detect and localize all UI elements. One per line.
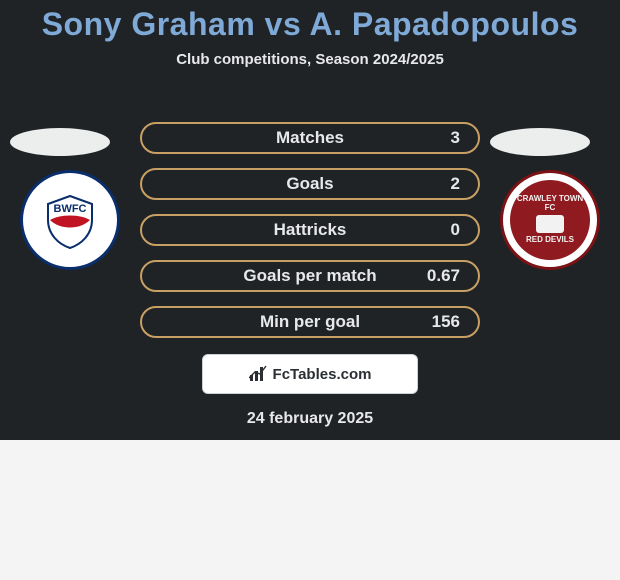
right-ellipse: [490, 128, 590, 156]
stat-right-value: 2: [451, 174, 460, 194]
stat-label: Matches: [142, 128, 478, 148]
branding-box: FcTables.com: [202, 354, 418, 394]
right-crest-text: CRAWLEY TOWN FC RED DEVILS: [516, 195, 584, 245]
left-crest-icon: BWFC: [40, 190, 100, 250]
stat-label: Hattricks: [142, 220, 478, 240]
header: Sony Graham vs A. Papadopoulos Club comp…: [0, 0, 620, 68]
branding-text: FcTables.com: [273, 366, 372, 383]
stat-row: Goals2: [140, 168, 480, 200]
stat-right-value: 0.67: [427, 266, 460, 286]
left-club-crest: BWFC: [30, 180, 110, 260]
right-club-crest: CRAWLEY TOWN FC RED DEVILS: [510, 180, 590, 260]
light-region: [0, 440, 620, 580]
left-ellipse: [10, 128, 110, 156]
stat-right-value: 156: [432, 312, 460, 332]
page-title: Sony Graham vs A. Papadopoulos: [0, 6, 620, 43]
svg-text:BWFC: BWFC: [54, 203, 87, 215]
left-club-badge: BWFC: [20, 170, 120, 270]
stat-right-value: 0: [451, 220, 460, 240]
stat-label: Min per goal: [142, 312, 478, 332]
stat-row: Goals per match0.67: [140, 260, 480, 292]
page-subtitle: Club competitions, Season 2024/2025: [0, 51, 620, 68]
footer-date: 24 february 2025: [0, 410, 620, 428]
stat-label: Goals: [142, 174, 478, 194]
stat-pill-list: Matches3 Goals2 Hattricks0 Goals per match0…: [140, 122, 480, 338]
stat-row: Matches3: [140, 122, 480, 154]
right-club-badge: CRAWLEY TOWN FC RED DEVILS: [500, 170, 600, 270]
bar-chart-icon: [249, 365, 267, 383]
stat-row: Hattricks0: [140, 214, 480, 246]
comparison-card: Sony Graham vs A. Papadopoulos Club comp…: [0, 0, 620, 580]
stat-right-value: 3: [451, 128, 460, 148]
stat-row: Min per goal156: [140, 306, 480, 338]
